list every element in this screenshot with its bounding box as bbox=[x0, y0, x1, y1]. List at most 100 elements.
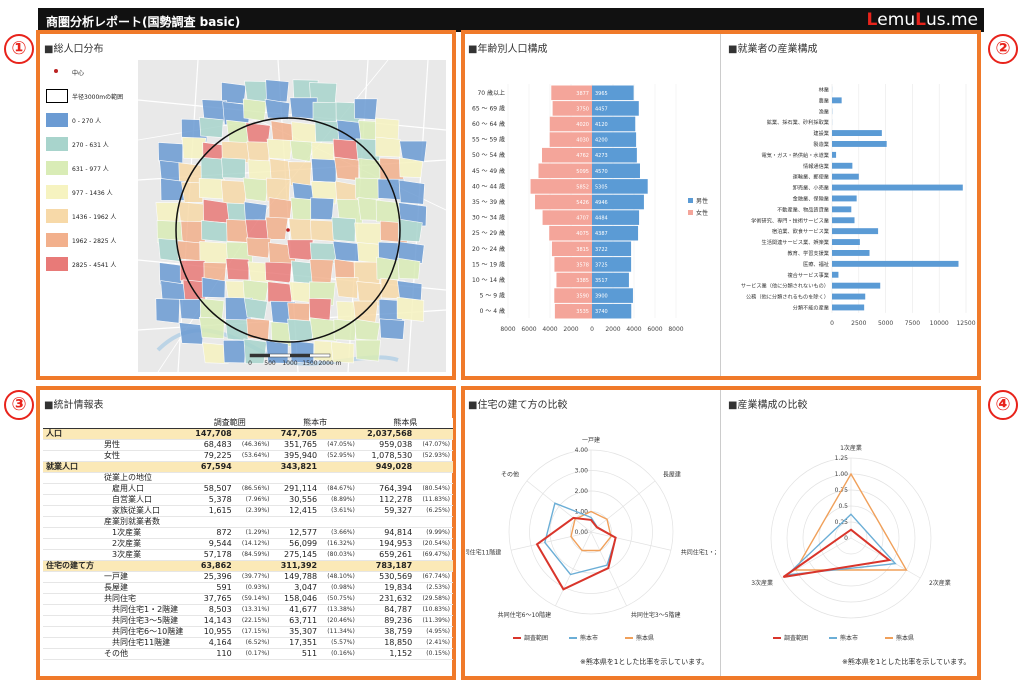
industry-x-tick: 7500 bbox=[905, 320, 920, 327]
stats-item-label: 男性 bbox=[104, 440, 120, 450]
stats-percent: (9.99%) bbox=[426, 529, 450, 537]
stats-percent bbox=[234, 461, 273, 473]
stats-percent: (22.15%) bbox=[241, 617, 270, 625]
legend-bin-label: 1962 - 2825 人 bbox=[72, 238, 117, 245]
stats-value: 41,677 bbox=[289, 605, 318, 615]
stats-value: 17,351 bbox=[289, 638, 318, 648]
radar-series-line bbox=[535, 516, 617, 591]
stats-row: 家族従業人口 1,615 (2.39%) 12,415 (3.61%) 59,327 (6.… bbox=[43, 506, 453, 517]
title-housing-compare: ■住宅の建て方の比較 bbox=[468, 400, 568, 411]
range-box-icon bbox=[46, 89, 68, 103]
stats-group-label bbox=[43, 440, 101, 451]
stats-row: 人口 147,708 747,705 2,037,568 bbox=[43, 428, 453, 440]
map-region bbox=[331, 216, 356, 243]
legend-bin: 2825 - 4541 人 bbox=[42, 254, 122, 278]
industry-category-label: 分類不能の産業 bbox=[793, 303, 829, 311]
pyramid-x-tick: 4000 bbox=[626, 326, 641, 333]
stats-percent: (13.31%) bbox=[241, 606, 270, 614]
radar-axis-label: 一戸建 bbox=[582, 436, 600, 444]
map-region bbox=[379, 318, 405, 340]
stats-value: 275,145 bbox=[284, 550, 318, 560]
industry-bar bbox=[832, 271, 839, 278]
pyramid-legend-swatch bbox=[688, 210, 693, 215]
stats-row: 共同住宅1・2階建 8,503 (13.31%) 41,677 (13.38%) 84,7… bbox=[43, 605, 453, 616]
stats-percent: (80.03%) bbox=[327, 551, 355, 559]
stats-col-area: 調査範囲 bbox=[187, 418, 273, 430]
pyramid-label-male: 5305 bbox=[595, 184, 608, 190]
stats-group-label bbox=[43, 506, 101, 517]
stats-row: 一戸建 25,396 (39.77%) 149,788 (48.10%) 530,569 (… bbox=[43, 572, 453, 583]
stats-percent: (39.77%) bbox=[241, 573, 270, 581]
scale-tick-label: 1000 bbox=[282, 360, 297, 367]
stats-value: 89,236 bbox=[384, 616, 413, 626]
stats-row: 3次産業 57,178 (84.59%) 275,145 (80.03%) 659,261… bbox=[43, 550, 453, 561]
radar-tick-label: 3.00 bbox=[575, 468, 589, 475]
stats-percent: (52.93%) bbox=[422, 452, 450, 460]
stats-value: 3,047 bbox=[294, 583, 318, 593]
stats-value: 158,046 bbox=[284, 594, 318, 604]
industry-category-label: 運輸業、郵便業 bbox=[793, 173, 829, 181]
stats-value: 147,708 bbox=[187, 428, 235, 440]
stats-percent bbox=[234, 428, 273, 440]
stats-value: 343,821 bbox=[272, 461, 321, 473]
stats-value: 35,307 bbox=[289, 627, 318, 637]
stats-row: 長屋建 591 (0.93%) 3,047 (0.98%) 19,834 (2.53%) bbox=[43, 583, 453, 594]
stats-value: 63,862 bbox=[187, 560, 235, 572]
map-region bbox=[243, 297, 268, 320]
stats-percent: (5.57%) bbox=[331, 639, 355, 647]
stats-percent: (2.39%) bbox=[245, 507, 270, 515]
stats-value: 18,850 bbox=[384, 638, 413, 648]
legend-swatch bbox=[46, 209, 68, 223]
pyramid-label-male: 3517 bbox=[595, 278, 608, 284]
stats-percent: (3.66%) bbox=[331, 529, 355, 537]
stats-value: 659,261 bbox=[379, 550, 413, 560]
stats-item-label: 家族従業人口 bbox=[104, 506, 160, 516]
stats-item-label: 共同住宅6～10階建 bbox=[104, 627, 184, 637]
map-region bbox=[155, 298, 181, 324]
stats-percent: (0.15%) bbox=[426, 650, 450, 658]
stats-percent: (20.46%) bbox=[327, 617, 355, 625]
legend-swatch bbox=[46, 257, 68, 271]
stats-value: 63,711 bbox=[289, 616, 318, 626]
stats-value: 94,814 bbox=[384, 528, 413, 538]
stats-percent: (86.56%) bbox=[241, 485, 270, 493]
stats-percent: (29.58%) bbox=[422, 595, 450, 603]
radar-series-line bbox=[570, 510, 612, 552]
map-region bbox=[309, 317, 338, 342]
map-region bbox=[181, 136, 207, 160]
industry-category-label: サービス業（他に分類されないもの） bbox=[741, 282, 829, 290]
stats-item-label: 雇用人口 bbox=[104, 484, 144, 494]
stats-percent: (16.32%) bbox=[327, 540, 355, 548]
pyramid-legend-swatch bbox=[688, 198, 693, 203]
stats-percent: (50.75%) bbox=[327, 595, 355, 603]
stats-group-label: 就業人口 bbox=[43, 461, 101, 473]
stats-item-label bbox=[101, 461, 187, 473]
stats-group-label bbox=[43, 550, 101, 561]
map-region bbox=[199, 117, 224, 138]
section-badge-3: ③ bbox=[4, 390, 34, 420]
pyramid-label-male: 4457 bbox=[595, 106, 608, 112]
industry-bar bbox=[832, 130, 882, 136]
stats-table: 調査範囲 熊本市 熊本県 人口 147,708 747,705 2,037,568 男性… bbox=[43, 418, 453, 660]
stats-percent: (52.95%) bbox=[327, 452, 355, 460]
map-region bbox=[375, 136, 401, 158]
radar-tick-label: 0.00 bbox=[575, 529, 589, 536]
stats-percent: (20.54%) bbox=[422, 540, 450, 548]
industry-bar bbox=[832, 260, 959, 267]
stats-value: 291,114 bbox=[284, 484, 318, 494]
stats-value: 19,834 bbox=[384, 583, 413, 593]
radar-legend-label: 熊本市 bbox=[840, 634, 858, 642]
stats-percent bbox=[320, 428, 358, 440]
pyramid-bar-female bbox=[542, 210, 592, 225]
stats-value bbox=[358, 473, 415, 484]
industry-category-label: 卸売業、小売業 bbox=[793, 184, 829, 192]
stats-item-label: 従業上の地位 bbox=[104, 473, 152, 483]
radar-legend-label: 熊本市 bbox=[580, 634, 598, 642]
stats-percent bbox=[415, 517, 453, 528]
stats-percent: (11.83%) bbox=[422, 496, 450, 504]
industry-category-label: 生活関連サービス業、娯楽業 bbox=[762, 238, 829, 246]
stats-item-label: 長屋建 bbox=[104, 583, 128, 593]
stats-value: 311,392 bbox=[272, 560, 321, 572]
legend-bin-label: 270 - 631 人 bbox=[72, 142, 109, 149]
pyramid-bar-female bbox=[556, 272, 592, 288]
